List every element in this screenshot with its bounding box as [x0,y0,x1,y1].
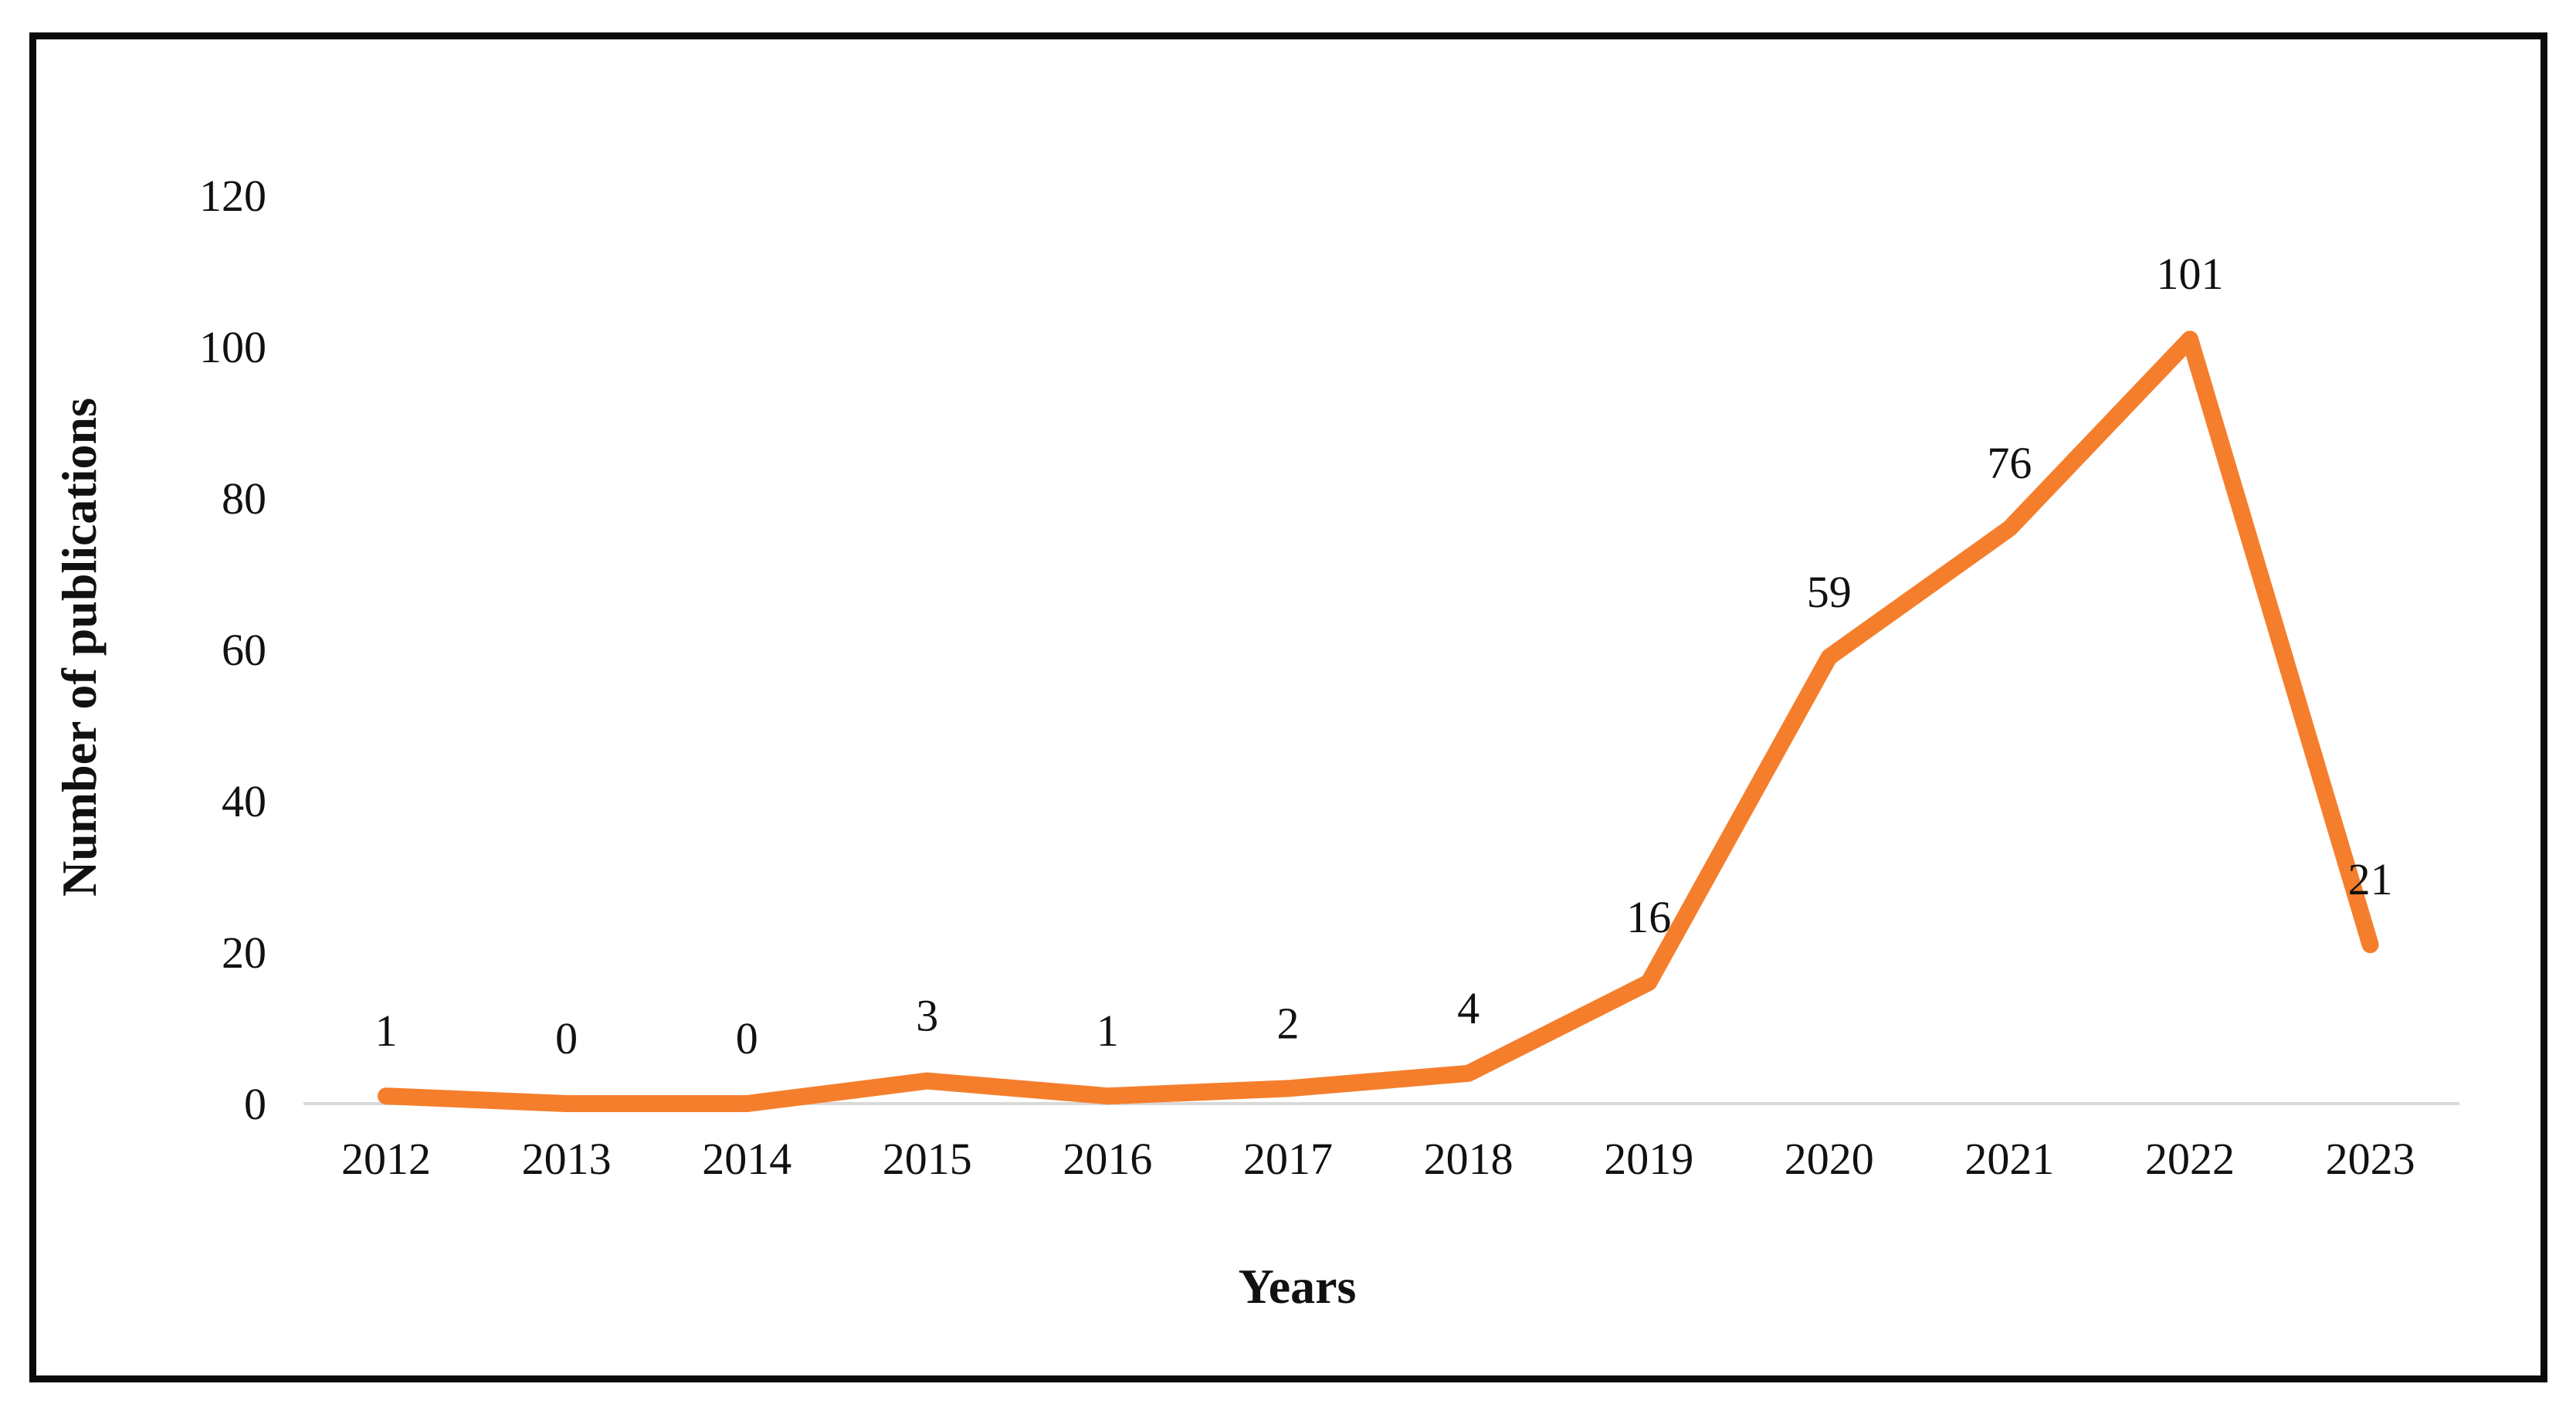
y-tick-label: 60 [222,625,266,675]
x-tick-label: 2022 [2145,1134,2235,1184]
data-label: 1 [1096,1006,1119,1056]
y-tick-label: 20 [222,928,266,978]
x-tick-label: 2013 [522,1134,612,1184]
y-tick-label: 0 [244,1079,266,1129]
data-label: 21 [2348,854,2393,904]
x-tick-label: 2014 [702,1134,791,1184]
x-axis-title: Years [1238,1259,1357,1314]
series-line [378,331,2379,1112]
y-tick-label: 120 [199,171,266,221]
x-tick-label: 2020 [1785,1134,1874,1184]
data-label: 101 [2157,249,2224,299]
x-tick-label: 2018 [1424,1134,1513,1184]
figure-border [29,32,2547,1382]
data-label: 1 [375,1006,398,1056]
y-tick-label: 80 [222,473,266,524]
x-tick-label: 2017 [1243,1134,1333,1184]
y-tick-label: 100 [199,322,266,372]
y-tick-label: 40 [222,776,266,826]
x-tick-label: 2012 [341,1134,431,1184]
data-label: 16 [1626,892,1671,942]
data-label: 4 [1457,983,1480,1033]
x-tick-label: 2023 [2326,1134,2415,1184]
x-tick-label: 2016 [1063,1134,1152,1184]
data-label: 59 [1807,567,1852,617]
x-tick-label: 2021 [1964,1134,2054,1184]
data-label: 3 [916,991,938,1041]
data-label: 0 [555,1013,578,1063]
x-tick-label: 2019 [1604,1134,1693,1184]
y-axis-title: Number of publications [52,397,107,897]
data-label: 2 [1277,998,1300,1048]
x-tick-label: 2015 [883,1134,972,1184]
data-label: 76 [1987,438,2032,488]
data-label: 0 [736,1013,758,1063]
